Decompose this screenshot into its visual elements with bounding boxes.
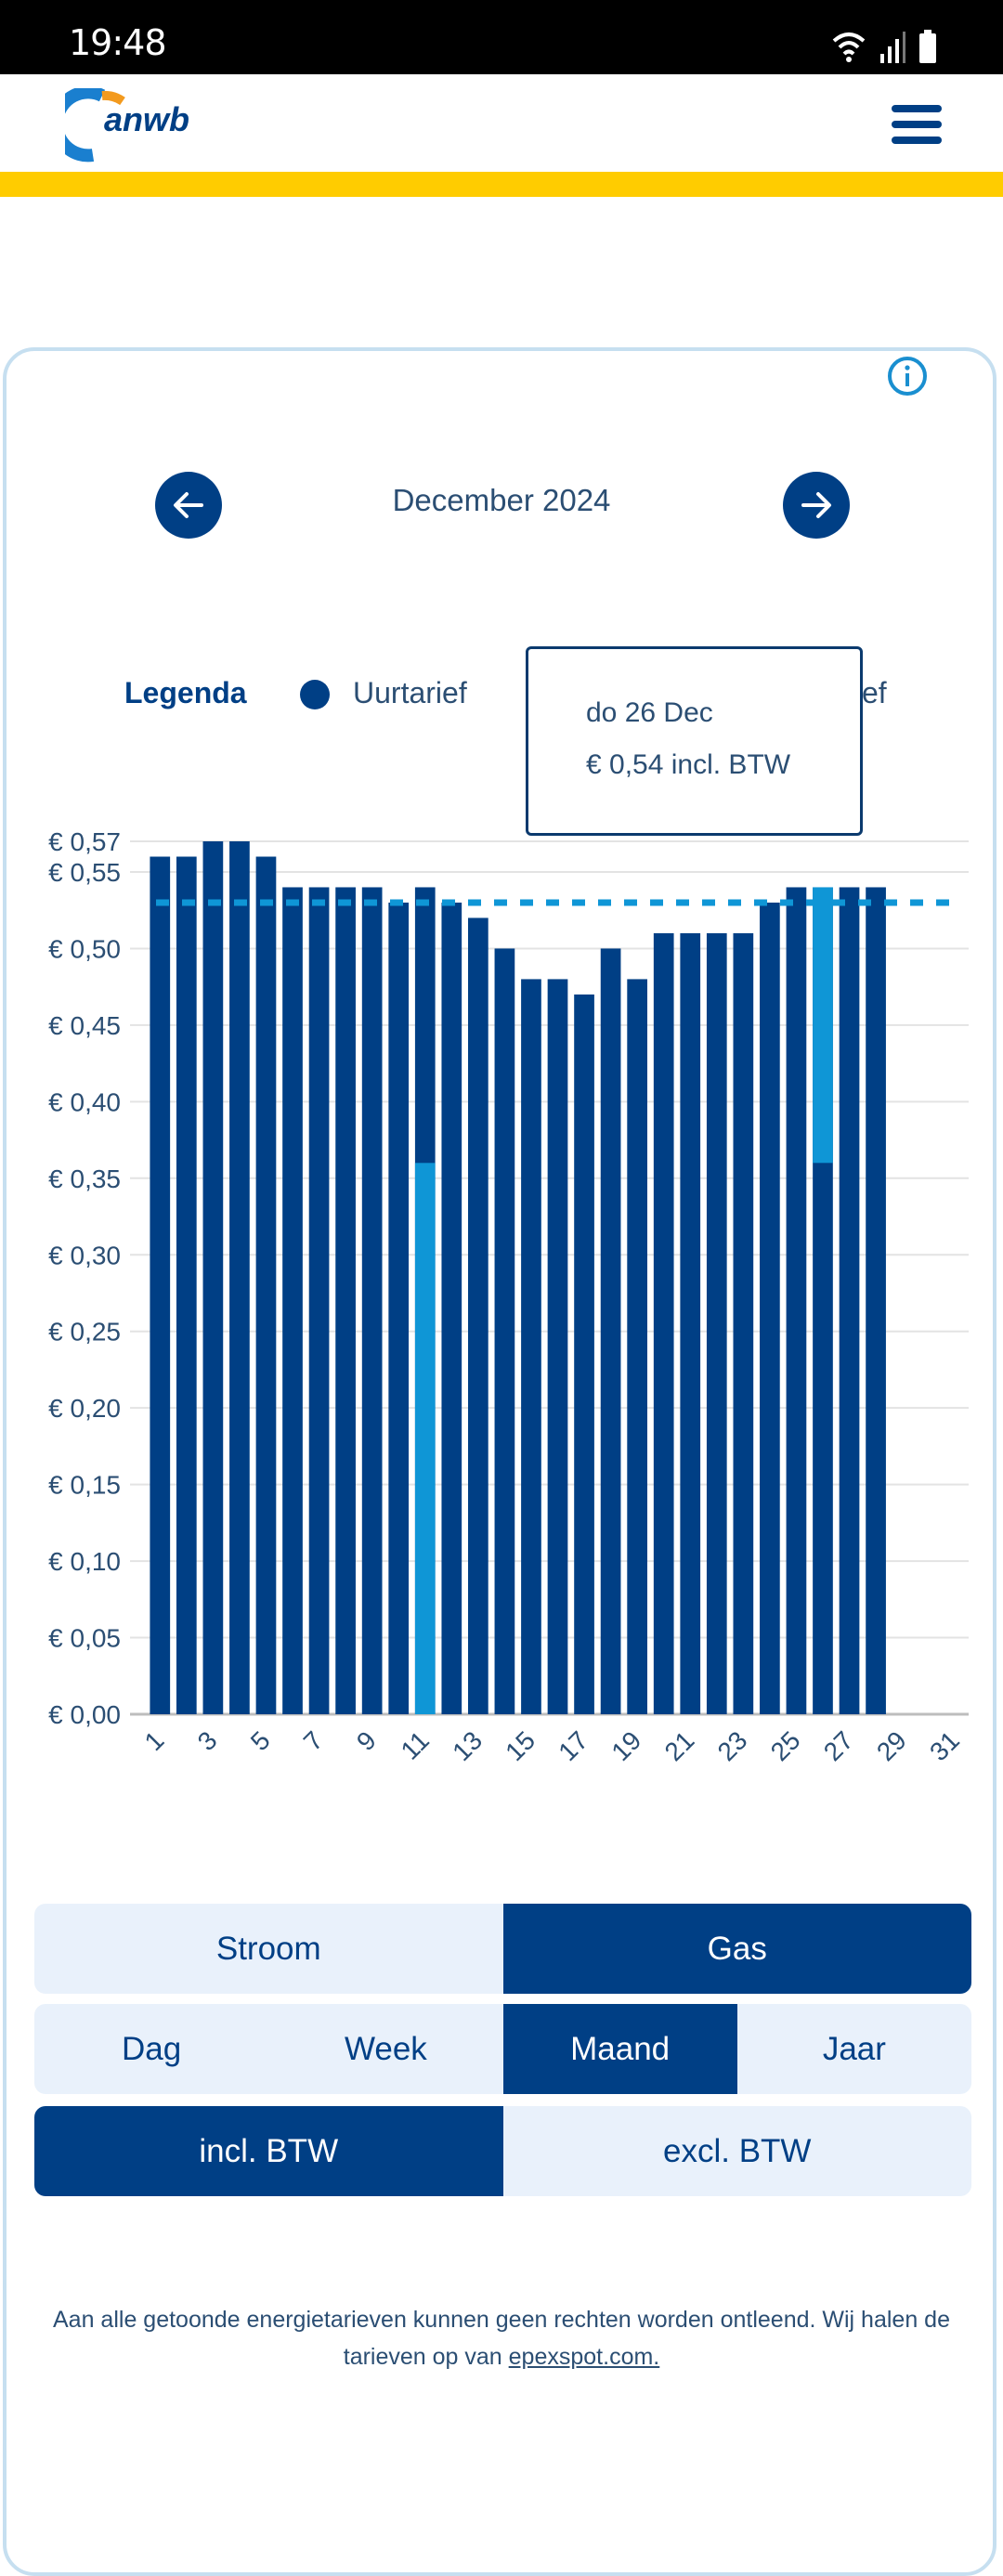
bar-day-27[interactable]	[839, 887, 860, 1714]
svg-text:anwb: anwb	[104, 100, 189, 138]
bar-day-22[interactable]	[706, 932, 727, 1714]
bar-day-20[interactable]	[653, 932, 674, 1714]
bar-day-19[interactable]	[627, 979, 647, 1714]
bar-day-21[interactable]	[680, 932, 701, 1714]
bar-highlight-day-26	[813, 887, 833, 1164]
bar-day-13[interactable]	[468, 917, 488, 1714]
x-tick-label: 5	[245, 1725, 276, 1756]
bar-day-3[interactable]	[202, 841, 224, 1714]
bar-day-1[interactable]	[150, 856, 171, 1714]
x-tick-label: 25	[765, 1725, 806, 1766]
hamburger-menu-icon[interactable]	[892, 105, 942, 144]
brand-stripe	[0, 172, 1003, 197]
legend-dot-icon	[300, 680, 330, 709]
y-tick-label: € 0,00	[48, 1700, 121, 1729]
epexspot-link[interactable]: epexspot.com.	[508, 2344, 660, 2370]
x-tick-label: 3	[192, 1725, 223, 1756]
disclaimer: Aan alle getoonde energietarieven kunnen…	[37, 2301, 966, 2375]
bar-day-17[interactable]	[574, 994, 594, 1714]
x-tick-label: 15	[500, 1725, 541, 1766]
bar-day-24[interactable]	[760, 902, 780, 1714]
y-tick-label: € 0,40	[48, 1087, 121, 1116]
period-toggle: Dag Week Maand Jaar	[34, 2004, 971, 2094]
bar-day-6[interactable]	[282, 887, 303, 1714]
x-tick-label: 27	[818, 1725, 859, 1766]
bar-day-9[interactable]	[361, 887, 383, 1714]
x-tick-label: 23	[712, 1725, 753, 1766]
bar-highlight-day-11	[414, 1163, 436, 1714]
x-tick-label: 17	[553, 1725, 593, 1766]
bar-day-28[interactable]	[866, 887, 886, 1714]
toggle-maand[interactable]: Maand	[502, 2004, 737, 2094]
price-bar-chart: € 0,00 € 0,05 € 0,10 € 0,15 € 0,20 € 0,25 € 0,…	[48, 827, 969, 1766]
x-tick-label: 13	[447, 1725, 488, 1766]
y-tick-label: € 0,57	[48, 827, 121, 856]
site-header: anwb	[0, 74, 1003, 172]
bar-day-18[interactable]	[600, 948, 621, 1714]
vat-toggle: incl. BTW excl. BTW	[34, 2106, 971, 2196]
bar-day-16[interactable]	[547, 979, 568, 1714]
y-tick-label: € 0,45	[48, 1011, 121, 1040]
x-tick-label: 11	[396, 1725, 435, 1764]
y-tick-label: € 0,50	[48, 934, 121, 963]
signal-icon	[880, 32, 905, 63]
x-tick-label: 19	[606, 1725, 646, 1766]
chart-tooltip: do 26 Dec € 0,54 incl. BTW	[526, 646, 863, 836]
x-tick-label: 9	[351, 1725, 382, 1756]
bar-day-4[interactable]	[229, 841, 250, 1714]
toggle-excl-btw[interactable]: excl. BTW	[663, 2132, 812, 2169]
toggle-gas[interactable]: Gas	[502, 1904, 971, 1994]
x-tick-label: 21	[659, 1725, 700, 1766]
y-tick-label: € 0,15	[48, 1471, 121, 1500]
status-bar: 19:48	[0, 0, 1003, 74]
arrow-left-icon	[174, 492, 203, 518]
bar-day-25[interactable]	[786, 887, 807, 1714]
info-icon[interactable]	[887, 356, 928, 397]
toggle-incl-btw[interactable]: incl. BTW	[34, 2106, 503, 2196]
next-month-button[interactable]	[783, 472, 850, 539]
y-tick-label: € 0,05	[48, 1624, 121, 1653]
y-tick-label: € 0,10	[48, 1547, 121, 1576]
y-tick-label: € 0,20	[48, 1394, 121, 1423]
energy-toggle: Stroom Gas	[34, 1904, 971, 1994]
toggle-stroom[interactable]: Stroom	[215, 1930, 321, 1967]
battery-icon	[919, 30, 936, 63]
bar-day-8[interactable]	[335, 887, 356, 1714]
bar-day-7[interactable]	[308, 887, 330, 1714]
y-tick-label: € 0,35	[48, 1164, 121, 1193]
x-tick-label: 29	[871, 1725, 912, 1766]
x-tick-label: 31	[924, 1725, 965, 1766]
toggle-jaar[interactable]: Jaar	[822, 2030, 886, 2067]
y-tick-label: € 0,30	[48, 1241, 121, 1269]
period-title: December 2024	[392, 483, 611, 517]
legend-label-average: ef	[862, 676, 887, 709]
y-tick-label: € 0,55	[48, 858, 121, 887]
bar-day-14[interactable]	[494, 948, 515, 1714]
x-tick-label: 7	[298, 1725, 329, 1756]
toggle-dag[interactable]: Dag	[122, 2030, 182, 2067]
disclaimer-text: Aan alle getoonde energietarieven kunnen…	[53, 2307, 950, 2370]
anwb-logo[interactable]: anwb	[49, 85, 204, 163]
y-tick-label: € 0,25	[48, 1318, 121, 1347]
tooltip-value: € 0,54 incl. BTW	[586, 749, 791, 780]
previous-month-button[interactable]	[155, 472, 222, 539]
bar-day-2[interactable]	[176, 856, 197, 1714]
wifi-icon	[832, 33, 866, 62]
bar-day-15[interactable]	[521, 979, 541, 1714]
legend-title: Legenda	[124, 676, 247, 709]
x-tick-label: 1	[139, 1725, 170, 1756]
status-time: 19:48	[69, 22, 167, 63]
tooltip-date: do 26 Dec	[586, 697, 713, 728]
bar-day-5[interactable]	[255, 856, 277, 1714]
bar-day-23[interactable]	[733, 932, 754, 1714]
bar-day-12[interactable]	[441, 902, 462, 1714]
arrow-right-icon	[801, 492, 831, 518]
bar-day-10[interactable]	[388, 902, 410, 1714]
legend-label-uurtarief: Uurtarief	[353, 676, 467, 709]
toggle-week[interactable]: Week	[344, 2030, 427, 2067]
